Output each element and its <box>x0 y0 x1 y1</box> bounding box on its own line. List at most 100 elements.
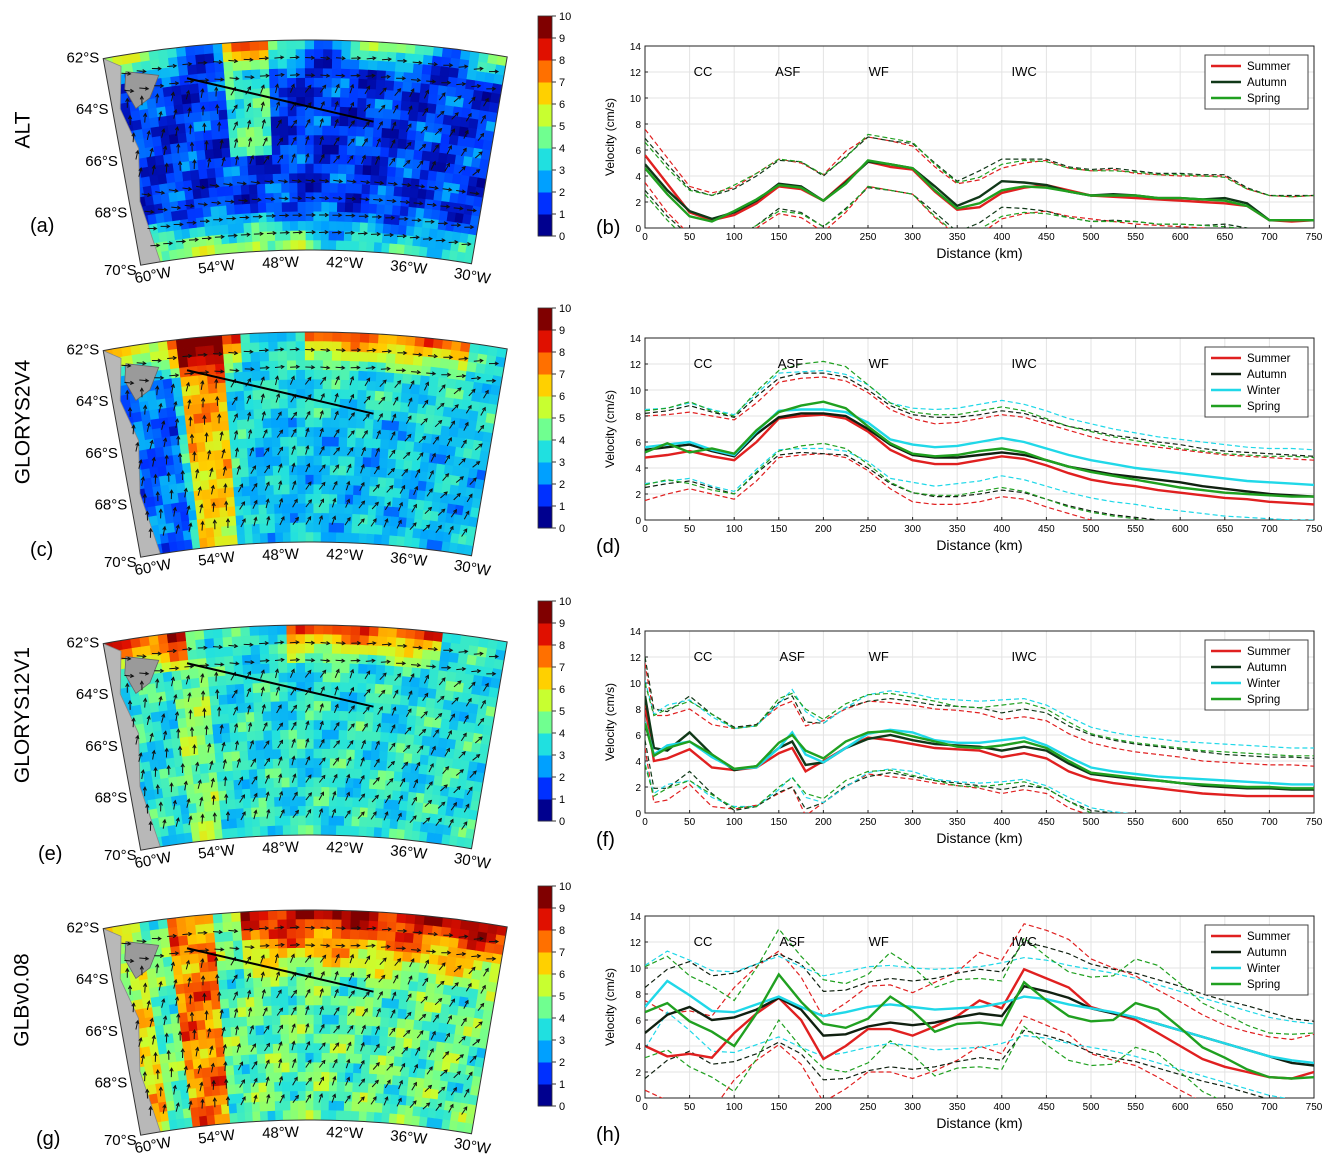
map-cell <box>238 722 247 732</box>
map-cell <box>282 797 290 807</box>
map-cell <box>314 418 323 428</box>
x-tick-label: 750 <box>1306 524 1323 535</box>
x-tick-label: 450 <box>1038 232 1055 243</box>
y-tick-label: 2 <box>635 783 641 794</box>
colorbar-segment <box>538 623 552 646</box>
map-cell <box>412 831 421 841</box>
map-cell <box>260 352 270 362</box>
map-cell <box>210 403 220 413</box>
map-cell <box>322 797 330 807</box>
map-cell <box>205 226 214 236</box>
map-cell <box>297 711 306 721</box>
map-cell <box>342 625 352 635</box>
map-cell <box>253 108 262 118</box>
map-cell <box>227 800 236 810</box>
map-cell <box>256 156 265 166</box>
colorbar-segment <box>538 440 552 463</box>
map-cell <box>424 338 434 348</box>
map-cell <box>368 655 378 665</box>
map-cell <box>305 673 314 683</box>
map-cell <box>414 735 423 745</box>
map-cell <box>152 721 162 732</box>
map-cell <box>340 380 349 390</box>
map-cell <box>467 362 477 373</box>
map-cell <box>383 401 392 411</box>
map-cell <box>360 41 370 51</box>
map-cell <box>198 745 207 755</box>
map-cell <box>206 355 216 365</box>
map-cell <box>224 363 234 373</box>
map-cell <box>338 184 346 194</box>
map-cell <box>345 203 353 213</box>
map-cell <box>476 656 486 667</box>
map-cell <box>461 693 471 704</box>
colorbar-segment <box>538 104 552 127</box>
map-cell <box>314 59 323 69</box>
map-cell <box>371 166 380 176</box>
map-cell <box>272 136 281 146</box>
map-cell <box>277 40 287 50</box>
map-cell <box>197 442 206 452</box>
legend-label: Summer <box>1247 61 1291 73</box>
map-cell <box>225 186 234 196</box>
map-cell <box>297 418 306 428</box>
map-cell <box>451 49 461 60</box>
map-cell <box>169 134 179 145</box>
map-cell <box>392 695 401 705</box>
map-cell <box>458 721 468 732</box>
map-cell <box>148 693 158 704</box>
map-cell <box>314 126 323 136</box>
map-cell <box>340 390 349 400</box>
map-cell <box>193 481 202 491</box>
map-cell <box>337 504 345 514</box>
y-tick-label: 2 <box>635 198 641 209</box>
map-cell <box>430 152 439 163</box>
map-cell <box>349 380 358 390</box>
map-cell <box>339 428 348 438</box>
map-cell <box>206 365 216 375</box>
colorbar-tick-label: 3 <box>559 750 565 762</box>
map-cell <box>257 769 266 779</box>
map-cell <box>418 774 427 784</box>
map-cell <box>297 730 305 740</box>
map-cell <box>454 97 464 108</box>
map-cell <box>213 149 222 159</box>
map-cell <box>353 203 361 213</box>
map-cell <box>279 370 288 380</box>
map-cell <box>443 767 452 778</box>
map-cell <box>269 654 278 664</box>
map-cell <box>251 505 259 515</box>
map-cell <box>321 826 329 836</box>
map-cell <box>413 745 422 755</box>
map-cell <box>363 166 372 176</box>
map-cell <box>340 117 349 127</box>
colorbar-tick-label: 10 <box>559 303 571 315</box>
lon-label: 48°W <box>262 546 300 564</box>
map-cell <box>260 826 268 836</box>
map-cell <box>297 380 306 390</box>
map-cell <box>197 356 207 366</box>
map-cell <box>406 336 416 346</box>
map-cell <box>323 351 332 361</box>
map-cell <box>184 833 193 843</box>
map-cell <box>314 456 322 466</box>
map-cell <box>360 626 370 636</box>
lat-label: 62°S <box>67 342 100 359</box>
map-cell <box>245 827 253 837</box>
map-cell <box>213 441 222 451</box>
map-cell <box>198 160 207 170</box>
map-cell <box>314 40 323 50</box>
map-cell <box>234 487 243 497</box>
map-cell <box>358 683 367 693</box>
map-cell <box>430 737 439 748</box>
map-cell <box>262 693 271 703</box>
map-cell <box>197 227 206 237</box>
map-cell <box>262 108 271 118</box>
map-cell <box>159 643 169 654</box>
map-cell <box>200 394 210 404</box>
map-cell <box>416 122 426 132</box>
map-cell <box>169 359 179 370</box>
map-cell <box>252 817 260 827</box>
map-cell <box>314 523 322 533</box>
